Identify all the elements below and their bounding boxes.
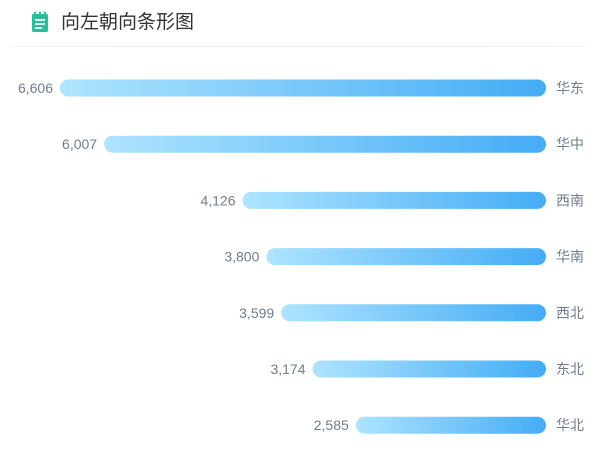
- bar-东北[interactable]: [312, 360, 547, 378]
- chart-title: 向左朝向条形图: [61, 11, 195, 33]
- bar-华东[interactable]: [60, 79, 546, 97]
- bar-华中[interactable]: [104, 135, 546, 153]
- bar-华南[interactable]: [266, 248, 546, 266]
- panel-header: 向左朝向条形图: [0, 0, 598, 46]
- category-label: 西南: [556, 193, 584, 209]
- bar-西南[interactable]: [242, 191, 547, 209]
- category-label: 华中: [556, 137, 584, 153]
- category-label: 东北: [556, 362, 584, 378]
- value-label: 6,606: [18, 80, 53, 96]
- value-label: 3,599: [239, 305, 274, 321]
- value-label: 6,007: [62, 136, 97, 152]
- bar-西北[interactable]: [281, 304, 546, 322]
- value-label: 2,585: [314, 417, 349, 433]
- value-label: 4,126: [200, 192, 235, 208]
- category-label: 华南: [556, 250, 584, 266]
- header-divider: [10, 46, 586, 47]
- category-label: 华北: [556, 418, 584, 434]
- bar-华北[interactable]: [355, 416, 546, 434]
- value-label: 3,800: [224, 249, 259, 265]
- bars-layer: 6,606 华东 6,007 华中 4,126 西南 3,800 华南 3,599 西北 3,174…: [18, 79, 584, 434]
- category-label: 西北: [556, 306, 584, 322]
- notepad-icon: [32, 11, 48, 32]
- value-label: 3,174: [270, 361, 305, 377]
- category-label: 华东: [556, 81, 584, 97]
